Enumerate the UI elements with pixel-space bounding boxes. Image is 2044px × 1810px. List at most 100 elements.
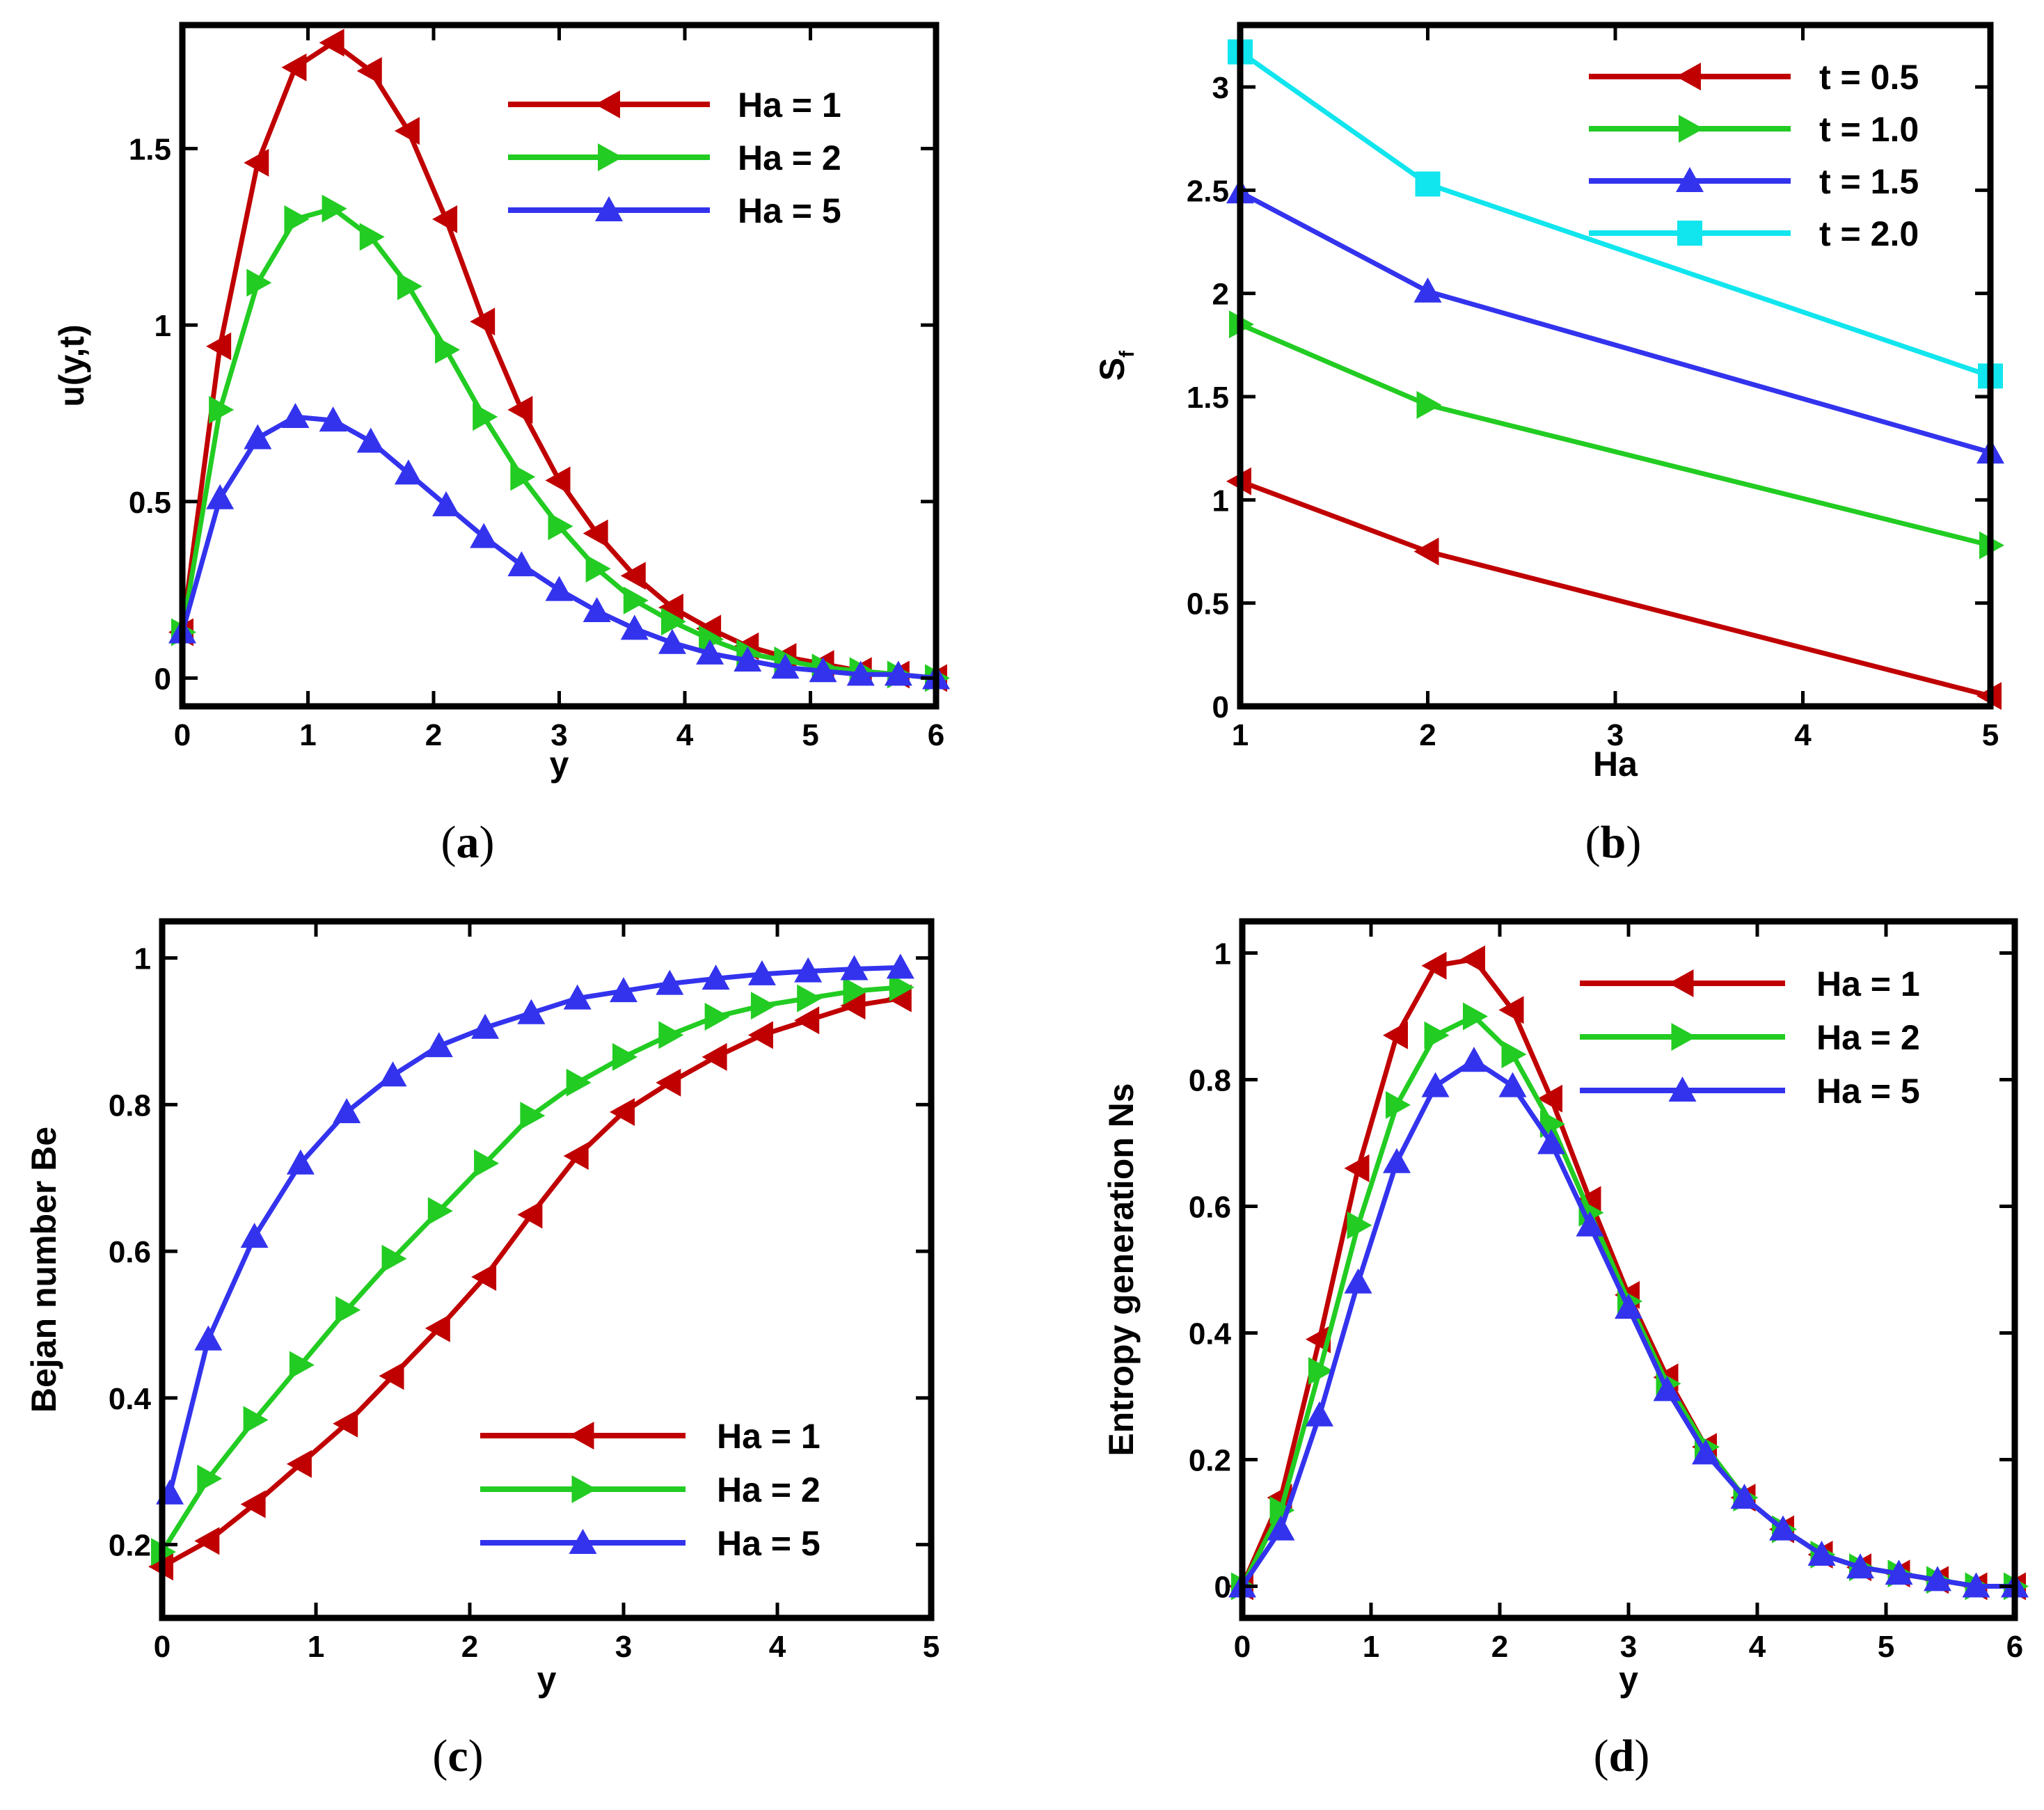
data-point [286,1149,315,1175]
data-point [548,512,573,541]
data-point [1846,1553,1874,1579]
legend-marker [595,196,623,221]
data-point [612,1042,637,1071]
data-point [432,491,461,516]
plot-frame [179,22,940,710]
data-point [1692,1439,1720,1465]
data-point [620,562,646,590]
data-point [517,1200,543,1229]
legend-label: Ha = 1 [1816,964,1920,1003]
data-point [794,1006,820,1035]
legend-marker [1676,63,1701,90]
y-tick-label: 0.2 [109,1529,151,1563]
panel-caption: (a) [441,817,495,868]
x-tick-label: 3 [550,718,567,752]
data-point [379,1061,407,1087]
legend-label: t = 1.5 [1819,162,1919,201]
x-tick-label: 3 [1620,1630,1637,1664]
data-point [843,977,869,1006]
data-point [281,403,310,429]
data-point [886,953,914,979]
series-line [182,414,939,681]
data-point [470,308,496,336]
series-2 [171,194,950,692]
data-point [1460,945,1485,974]
legend-item: Ha = 5 [1580,1072,1920,1111]
data-point [432,205,458,233]
data-point [840,955,869,981]
data-point [246,269,272,297]
data-point [471,1013,500,1039]
data-point [425,1314,450,1342]
data-point [1653,1376,1681,1402]
y-axis-title: Entropy generation Ns [1102,1083,1141,1456]
data-point [359,223,385,251]
x-tick-label: 5 [1982,718,1999,752]
data-point [747,1021,773,1049]
y-tick-label: 0.5 [129,486,171,520]
y-tick-label: 0.6 [1189,1191,1231,1225]
legend-item: Ha = 1 [480,1417,821,1456]
series-line [1240,479,1993,699]
data-point [333,1409,358,1438]
caption-close-paren: ) [480,817,495,868]
data-point [1576,1186,1601,1214]
y-tick-label: 0 [155,662,171,696]
x-tick-label: 4 [676,718,694,752]
data-point [1344,1154,1370,1182]
data-point [427,1197,453,1225]
panel-c-bejan-number-chart: 0 1 2 3 4 5 0.2 0.4 0.6 0.8 1 y Bejan number Be Ha = … [24,918,940,1781]
y-tick-label: 1 [1214,937,1231,971]
legend-marker [1671,1023,1697,1051]
y-tick-label: 1 [155,309,171,343]
series-line [162,985,903,1555]
x-tick-label: 5 [923,1630,940,1664]
legend-label: Ha = 1 [717,1417,821,1456]
y-tick-label: 0 [1214,1571,1231,1605]
legend-marker [1677,221,1702,246]
data-point [734,646,762,672]
data-point [397,272,422,301]
data-point [696,639,724,665]
data-point [840,992,866,1020]
x-tick-label: 5 [1878,1630,1894,1664]
legend-item: Ha = 1 [1580,964,1920,1003]
data-point [510,463,536,491]
legend-item: Ha = 2 [1580,1018,1920,1057]
y-tick-label: 1.5 [129,133,171,167]
x-tick-label: 3 [1607,718,1624,752]
y-axis-title: Sf [1093,350,1139,381]
legend-marker [569,1529,597,1554]
series-line [182,206,939,681]
data-point [566,1068,592,1097]
x-tick-label: 0 [1234,1630,1251,1664]
data-point [583,597,611,623]
panel-caption: (d) [1594,1731,1650,1781]
data-point [1498,996,1524,1024]
y-tick-label: 2.5 [1187,174,1229,208]
data-point [545,466,571,495]
x-tick-label: 2 [425,718,442,752]
x-tick-label: 4 [1749,1630,1766,1664]
x-tick-label: 2 [1491,1630,1508,1664]
data-point [563,984,592,1010]
data-point [1730,1484,1759,1509]
data-point [520,1102,546,1130]
legend: Ha = 1 Ha = 2 Ha = 5 [480,1417,821,1563]
data-point [319,29,344,57]
data-point [1424,1021,1450,1049]
data-point [507,395,533,424]
data-point [610,1097,635,1126]
series-1 [148,984,912,1581]
data-point [435,335,461,364]
y-tick-label: 0.6 [109,1235,151,1269]
legend-label: Ha = 2 [717,1470,821,1509]
data-point [470,523,498,548]
x-tick-label: 4 [1794,718,1812,752]
x-tick-label: 2 [1419,718,1436,752]
data-point [585,555,611,583]
legend-item: t = 2.0 [1589,214,1919,253]
caption-close-paren: ) [468,1731,484,1781]
legend-item: t = 1.5 [1589,162,1919,201]
